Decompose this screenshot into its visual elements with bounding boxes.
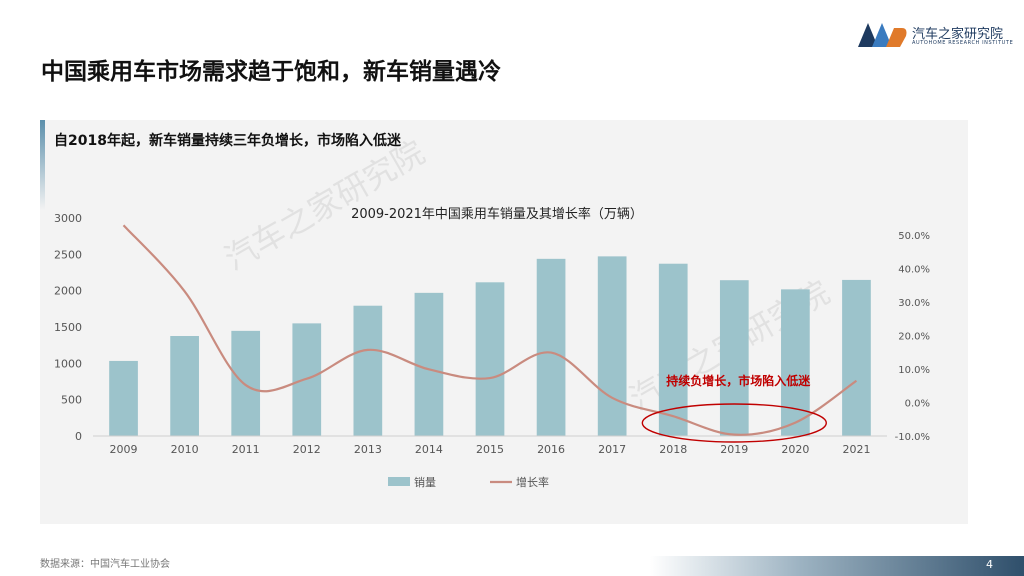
- bar-2015: [475, 282, 505, 436]
- x-tick-label: 2019: [720, 443, 748, 456]
- panel-heading: 自2018年起，新车销量持续三年负增长，市场陷入低迷: [54, 133, 401, 149]
- y-left-tick-label: 2500: [54, 248, 82, 261]
- page-number: 4: [986, 558, 993, 571]
- x-tick-label: 2010: [171, 443, 199, 456]
- annotation-text: 持续负增长，市场陷入低迷: [666, 373, 811, 388]
- x-tick-label: 2012: [293, 443, 321, 456]
- y-left-tick-label: 500: [61, 394, 82, 407]
- x-tick-label: 2015: [476, 443, 504, 456]
- x-tick-label: 2017: [598, 443, 626, 456]
- y-right-tick-label: 50.0%: [898, 231, 930, 242]
- y-right-tick-label: 20.0%: [898, 332, 930, 343]
- left-axis: 3000 2500 2000 1500 1000 500 0: [54, 212, 82, 443]
- x-tick-label: 2011: [232, 443, 260, 456]
- legend: 销量 增长率: [388, 475, 549, 489]
- x-tick-label: 2016: [537, 443, 565, 456]
- x-axis-ticks: 2009 2010 2011 2012 2013 2014 2015 2016 2017 2018…: [110, 443, 871, 456]
- x-tick-label: 2013: [354, 443, 382, 456]
- bar-2011: [231, 330, 261, 436]
- highlight-ellipse: [641, 403, 828, 443]
- y-right-tick-label: 40.0%: [898, 265, 930, 276]
- y-left-tick-label: 0: [75, 430, 82, 443]
- x-tick-label: 2018: [659, 443, 687, 456]
- watermark-text: 汽车之家研究院: [218, 133, 431, 278]
- page-title: 中国乘用车市场需求趋于饱和，新车销量遇冷: [41, 59, 501, 85]
- y-left-tick-label: 1500: [54, 321, 82, 334]
- logo-text: 汽车之家研究院: [912, 27, 1004, 42]
- y-left-tick-label: 3000: [54, 212, 82, 225]
- y-right-tick-label: 10.0%: [898, 365, 930, 376]
- bar-2009: [109, 360, 138, 436]
- y-right-tick-label: -10.0%: [895, 432, 930, 443]
- bar-2021: [842, 279, 871, 436]
- y-right-tick-label: 30.0%: [898, 298, 930, 309]
- x-tick-label: 2021: [842, 443, 870, 456]
- y-left-tick-label: 2000: [54, 285, 82, 298]
- bar-2014: [414, 292, 444, 436]
- legend-swatch-sales: [388, 477, 410, 486]
- data-source: 数据来源：中国汽车工业协会: [40, 559, 170, 570]
- autohome-logo-icon: [858, 23, 907, 47]
- bar-2017: [597, 256, 627, 436]
- bar-2016: [536, 258, 566, 436]
- panel-accent-bar: [40, 120, 45, 210]
- line-series: [122, 224, 858, 436]
- x-tick-label: 2009: [110, 443, 138, 456]
- growth-rate-line: [122, 224, 858, 436]
- legend-label-sales: 销量: [414, 475, 436, 489]
- right-axis: 50.0% 40.0% 30.0% 20.0% 10.0% 0.0% -10.0%: [895, 231, 930, 443]
- bar-2018: [658, 263, 688, 436]
- y-left-tick-label: 1000: [54, 357, 82, 370]
- y-right-tick-label: 0.0%: [905, 399, 930, 410]
- bar-series: [109, 256, 871, 436]
- footer-gradient-bar: [650, 556, 1024, 576]
- bar-2010: [170, 336, 199, 436]
- legend-label-growth: 增长率: [516, 475, 549, 489]
- bar-2013: [353, 305, 383, 436]
- x-tick-label: 2020: [781, 443, 809, 456]
- bar-2020: [781, 289, 810, 436]
- x-tick-label: 2014: [415, 443, 443, 456]
- bar-2019: [719, 280, 749, 436]
- brand-logo: 汽车之家研究院 AUTOHOME RESEARCH INSTITUTE: [856, 20, 1016, 50]
- logo-subtext: AUTOHOME RESEARCH INSTITUTE: [912, 40, 1014, 46]
- chart-title: 2009-2021年中国乘用车销量及其增长率（万辆）: [351, 206, 643, 222]
